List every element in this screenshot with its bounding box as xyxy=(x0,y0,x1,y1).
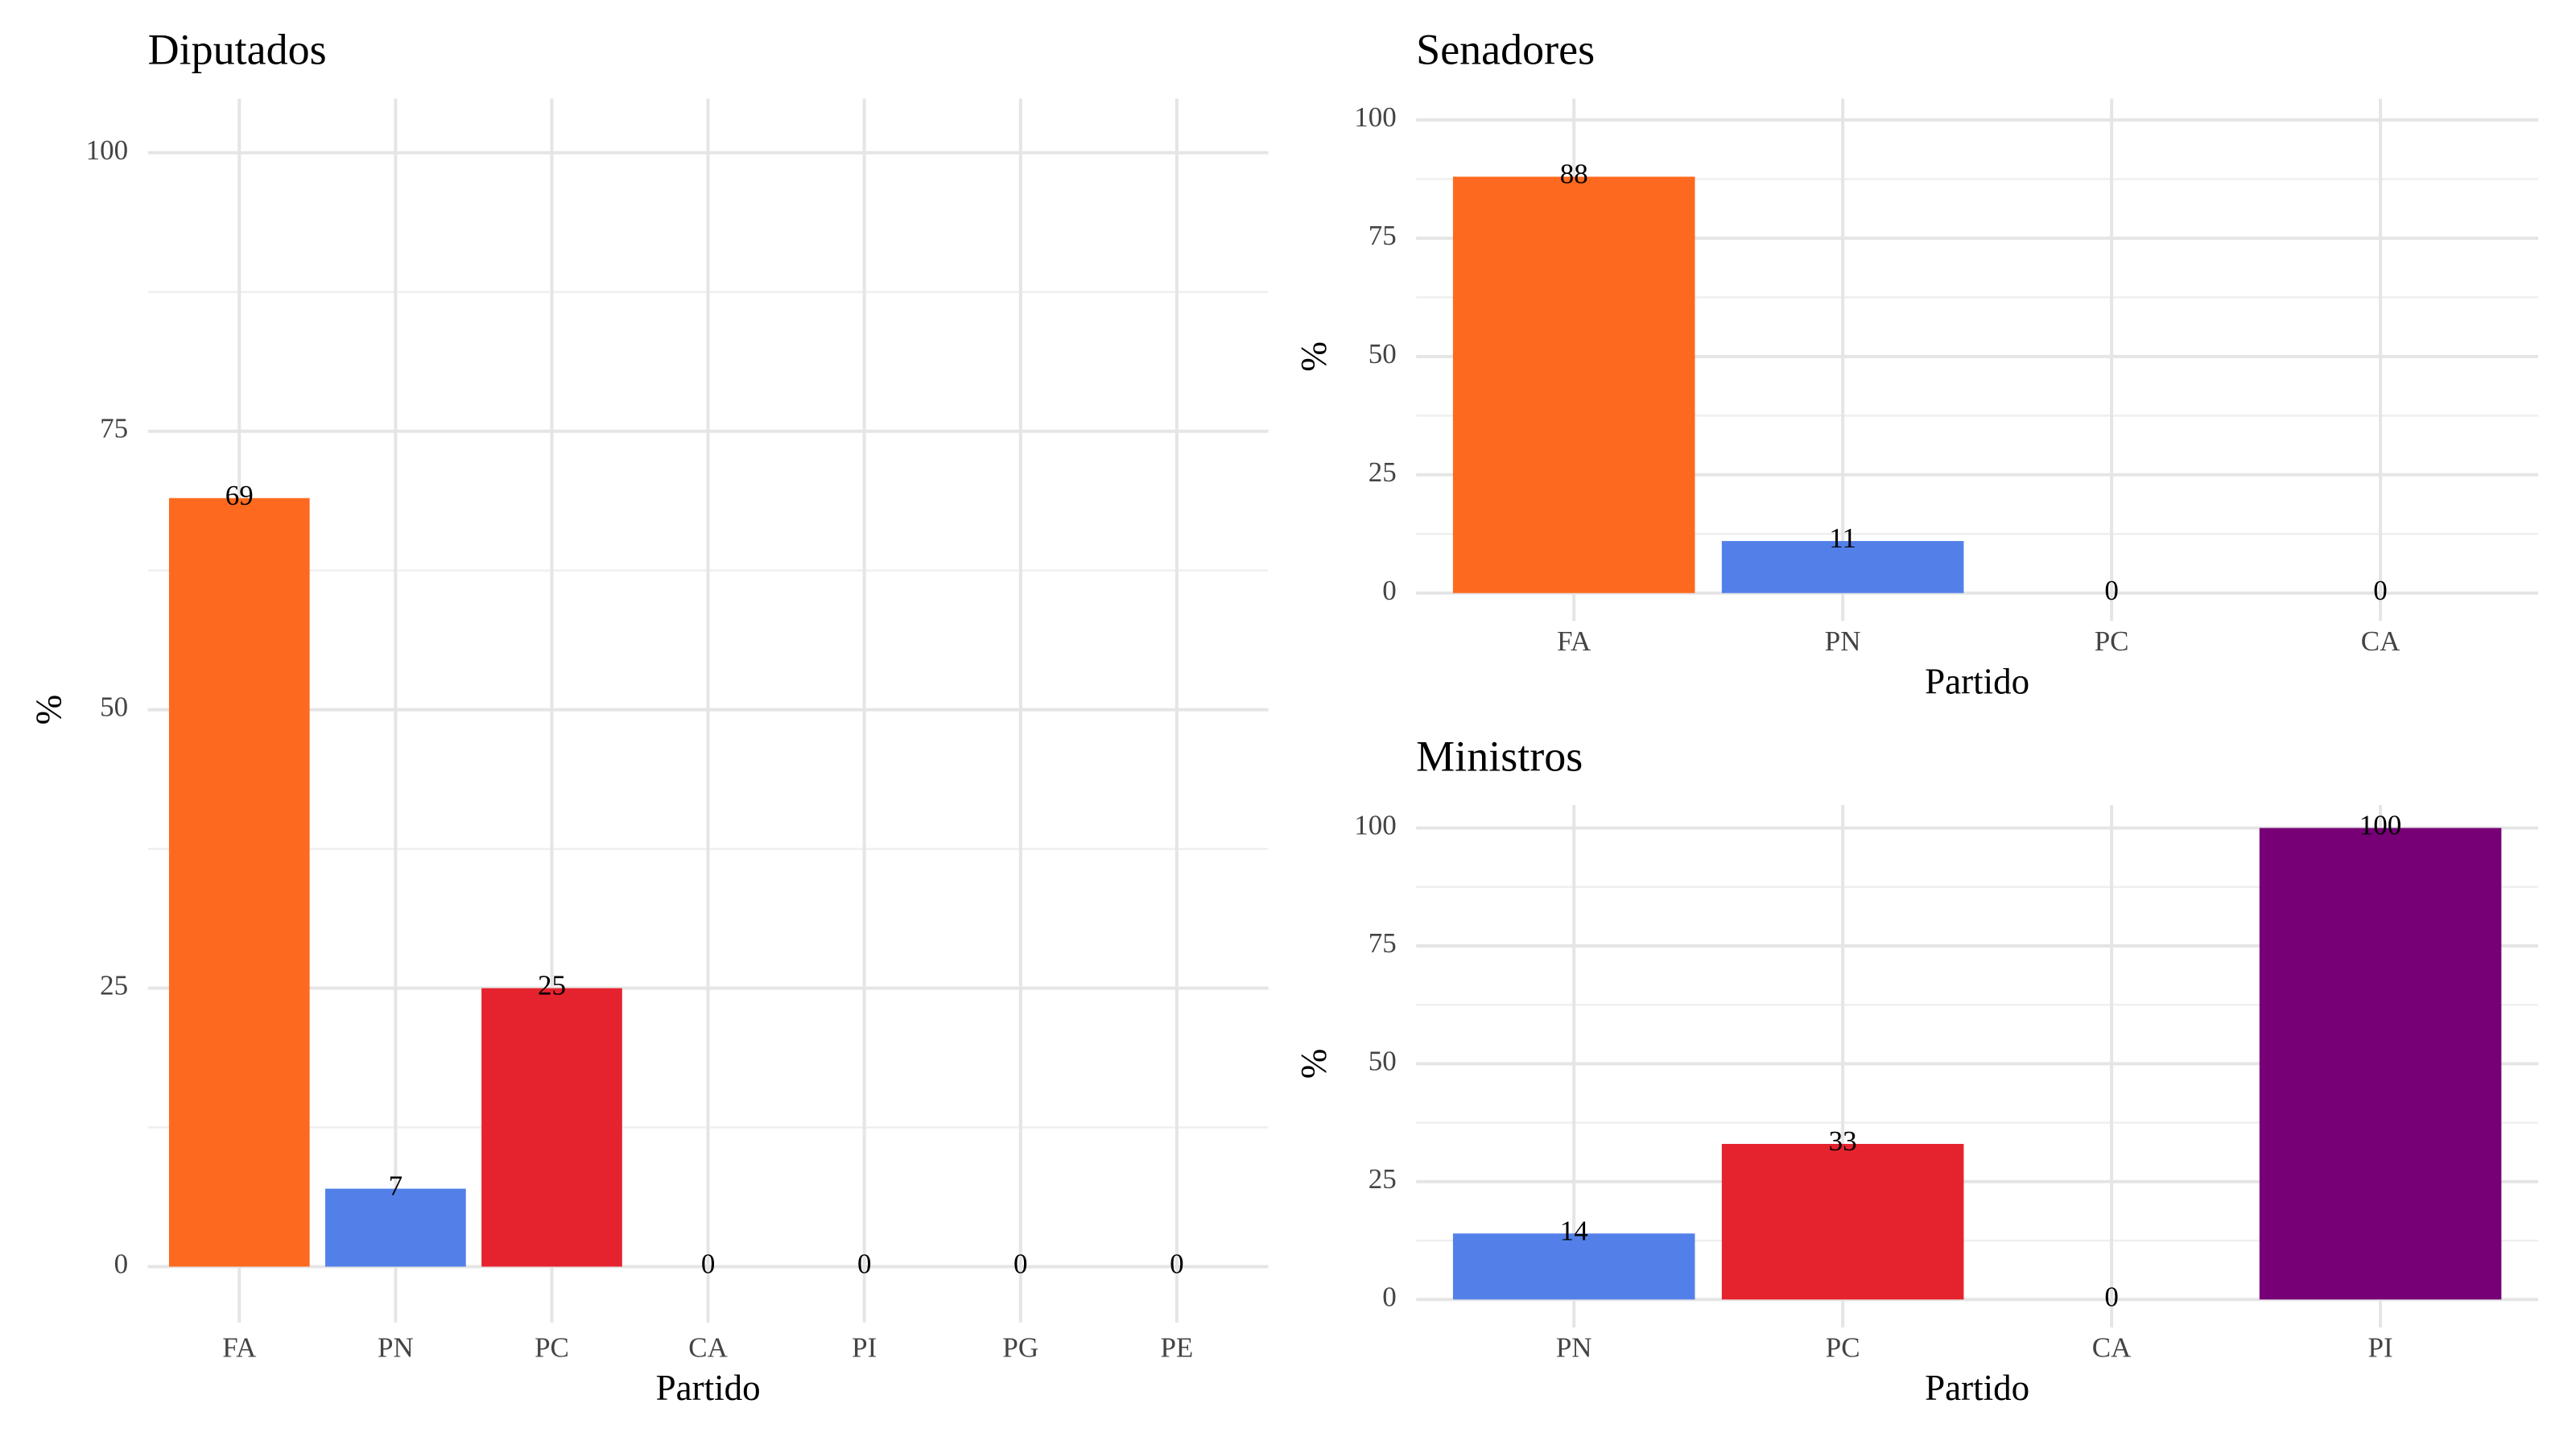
x-tick-label: CA xyxy=(2092,1332,2132,1364)
value-label: 0 xyxy=(2104,575,2119,606)
x-axis-title: Partido xyxy=(1925,1368,2029,1408)
value-label: 88 xyxy=(1560,159,1588,190)
value-label: 11 xyxy=(1829,522,1856,554)
x-tick-label: PC xyxy=(535,1332,569,1364)
y-axis-title: % xyxy=(1294,341,1334,372)
bar xyxy=(2259,828,2502,1300)
x-axis-title: Partido xyxy=(1925,661,2029,701)
y-tick-label: 25 xyxy=(1368,1163,1397,1195)
value-label: 14 xyxy=(1560,1215,1588,1246)
y-tick-label: 25 xyxy=(100,970,128,1001)
y-tick-label: 25 xyxy=(1368,456,1397,488)
y-tick-label: 100 xyxy=(1354,810,1397,841)
y-tick-label: 50 xyxy=(100,691,128,723)
x-tick-label: FA xyxy=(222,1332,257,1364)
chart-title: Diputados xyxy=(148,26,327,74)
value-label: 33 xyxy=(1829,1125,1857,1157)
x-tick-label: PC xyxy=(1826,1332,1860,1364)
y-tick-label: 75 xyxy=(1368,927,1397,959)
value-label: 0 xyxy=(2104,1281,2119,1312)
x-axis-title: Partido xyxy=(656,1368,761,1408)
value-label: 7 xyxy=(389,1170,403,1202)
y-tick-label: 100 xyxy=(86,134,129,166)
x-tick-label: CA xyxy=(688,1332,728,1364)
x-tick-label: PI xyxy=(2368,1332,2392,1364)
y-tick-label: 0 xyxy=(1382,1281,1397,1312)
bar xyxy=(1721,541,1964,593)
chart-title: Senadores xyxy=(1416,26,1595,74)
bar xyxy=(1452,176,1695,593)
y-tick-label: 0 xyxy=(114,1249,129,1280)
bar xyxy=(168,497,310,1267)
y-tick-label: 50 xyxy=(1368,338,1397,369)
y-tick-label: 75 xyxy=(100,413,128,444)
bar xyxy=(481,988,622,1267)
bar xyxy=(1721,1144,1964,1300)
y-axis-title: % xyxy=(1294,1049,1334,1080)
bar xyxy=(1452,1233,1695,1300)
value-label: 0 xyxy=(1013,1249,1028,1280)
value-label: 0 xyxy=(1170,1249,1184,1280)
value-label: 0 xyxy=(2373,575,2388,606)
bar xyxy=(325,1188,466,1267)
value-label: 0 xyxy=(857,1249,872,1280)
x-tick-label: PI xyxy=(852,1332,877,1364)
y-tick-label: 75 xyxy=(1368,220,1397,251)
value-label: 0 xyxy=(701,1249,716,1280)
x-tick-label: PG xyxy=(1002,1332,1038,1364)
x-tick-label: PC xyxy=(2095,625,2129,657)
x-tick-label: CA xyxy=(2361,625,2401,657)
y-axis-title: % xyxy=(29,695,69,725)
y-tick-label: 100 xyxy=(1354,101,1397,133)
value-label: 69 xyxy=(225,480,254,511)
value-label: 25 xyxy=(538,970,566,1001)
y-tick-label: 50 xyxy=(1368,1045,1397,1076)
x-tick-label: PE xyxy=(1160,1332,1193,1364)
x-tick-label: FA xyxy=(1557,625,1591,657)
x-tick-label: PN xyxy=(378,1332,414,1364)
y-tick-label: 0 xyxy=(1382,575,1397,606)
value-label: 100 xyxy=(2359,810,2402,841)
chart-title: Ministros xyxy=(1416,732,1583,780)
x-tick-label: PN xyxy=(1825,625,1861,657)
x-tick-label: PN xyxy=(1556,1332,1592,1364)
